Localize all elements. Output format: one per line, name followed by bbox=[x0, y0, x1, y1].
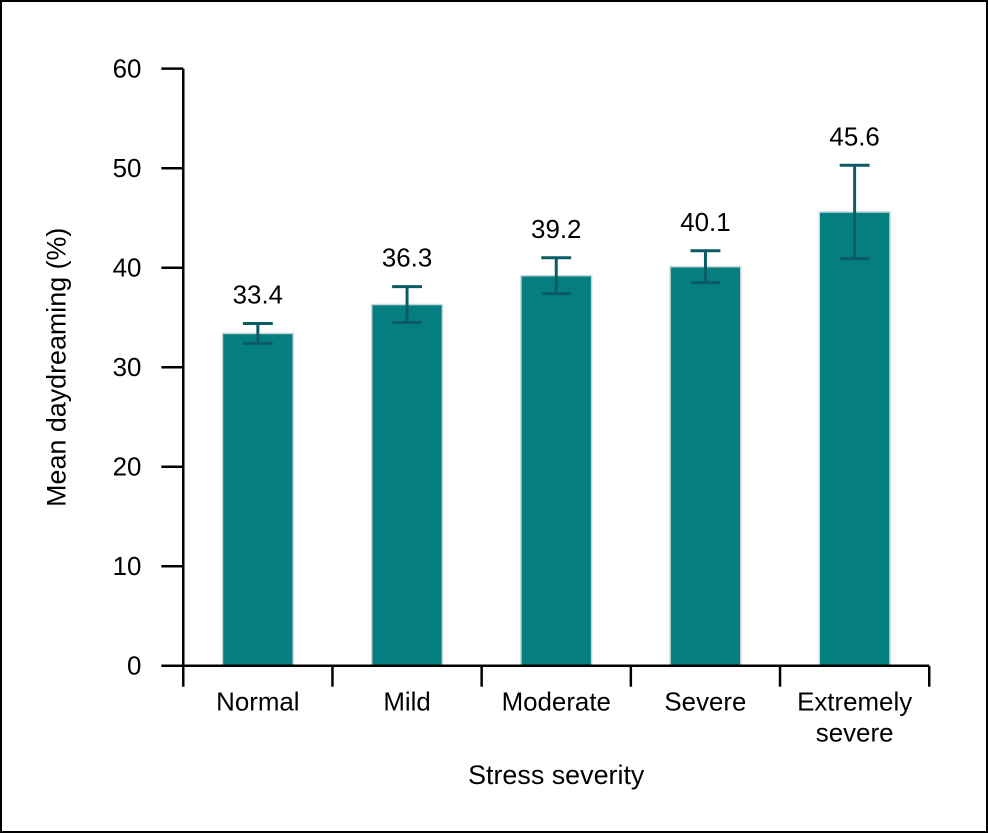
x-axis-title: Stress severity bbox=[468, 760, 645, 790]
y-tick-label-1: 10 bbox=[113, 553, 142, 581]
category-label-4: Extremely bbox=[797, 689, 912, 717]
category-label-2: Moderate bbox=[502, 689, 611, 717]
y-axis-title: Mean daydreaming (%) bbox=[42, 228, 72, 507]
y-tick-label-4: 40 bbox=[113, 255, 142, 283]
value-label-2: 39.2 bbox=[531, 216, 581, 244]
category-label-3: Severe bbox=[664, 689, 746, 717]
y-tick-label-5: 50 bbox=[113, 155, 142, 183]
value-label-1: 36.3 bbox=[382, 245, 432, 273]
bar-1 bbox=[370, 303, 444, 667]
bar-4 bbox=[818, 211, 891, 667]
category-label-4: severe bbox=[816, 719, 894, 747]
value-label-4: 45.6 bbox=[829, 123, 879, 151]
y-tick-label-0: 0 bbox=[127, 653, 141, 681]
bar-3 bbox=[669, 265, 742, 667]
value-label-0: 33.4 bbox=[233, 282, 283, 310]
bar-0 bbox=[221, 332, 294, 667]
value-label-3: 40.1 bbox=[680, 209, 730, 237]
category-label-0: Normal bbox=[216, 689, 299, 717]
y-tick-label-6: 60 bbox=[113, 56, 142, 84]
y-tick-label-2: 20 bbox=[113, 454, 142, 482]
y-tick-label-3: 30 bbox=[113, 354, 142, 382]
bar-2 bbox=[520, 274, 593, 667]
category-label-1: Mild bbox=[383, 689, 430, 717]
